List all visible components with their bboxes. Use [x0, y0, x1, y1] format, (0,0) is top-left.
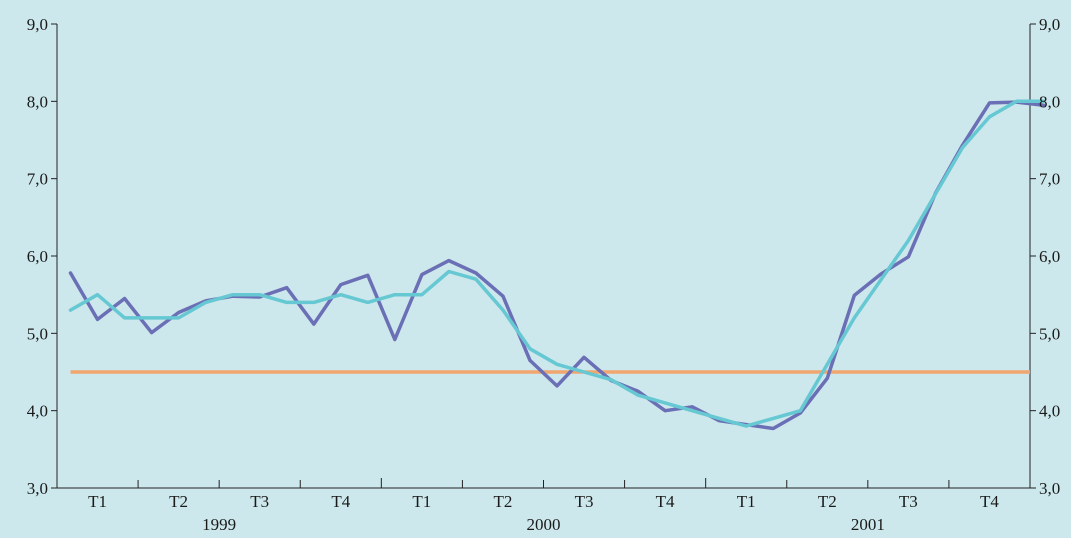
y-tick-label-left: 6,0 [27, 247, 48, 266]
x-tick-label-quarter: T1 [88, 492, 107, 511]
y-tick-label-right: 8,0 [1039, 92, 1060, 111]
x-tick-label-quarter: T4 [656, 492, 675, 511]
x-tick-label-quarter: T4 [331, 492, 350, 511]
y-tick-label-left: 3,0 [27, 479, 48, 498]
x-tick-label-year: 2001 [851, 515, 885, 534]
x-tick-label-quarter: T3 [575, 492, 594, 511]
x-tick-label-quarter: T3 [250, 492, 269, 511]
x-tick-label-quarter: T1 [737, 492, 756, 511]
y-tick-label-left: 4,0 [27, 402, 48, 421]
series-line-light [68, 99, 1046, 428]
y-tick-label-left: 5,0 [27, 324, 48, 343]
x-tick-label-quarter: T2 [494, 492, 513, 511]
x-tick-label-quarter: T2 [818, 492, 837, 511]
x-tick-label-quarter: T3 [899, 492, 918, 511]
x-tick-label-quarter: T4 [980, 492, 999, 511]
y-tick-label-right: 9,0 [1039, 15, 1060, 34]
y-tick-label-left: 8,0 [27, 92, 48, 111]
x-tick-label-quarter: T1 [412, 492, 431, 511]
tick-labels: 3,0 3,0 4,0 4,0 5,0 5,0 6,0 6,0 7,0 7,0 8,0 8,0 9,0 9… [27, 15, 1061, 534]
y-tick-label-left: 7,0 [27, 170, 48, 189]
y-tick-label-right: 7,0 [1039, 170, 1060, 189]
series-layer [68, 99, 1046, 431]
y-tick-label-right: 4,0 [1039, 402, 1060, 421]
y-tick-label-right: 5,0 [1039, 324, 1060, 343]
x-tick-label-year: 1999 [202, 515, 236, 534]
y-tick-label-right: 3,0 [1039, 479, 1060, 498]
x-tick-label-quarter: T2 [169, 492, 188, 511]
y-tick-label-right: 6,0 [1039, 247, 1060, 266]
y-tick-label-left: 9,0 [27, 15, 48, 34]
x-tick-label-year: 2000 [527, 515, 561, 534]
